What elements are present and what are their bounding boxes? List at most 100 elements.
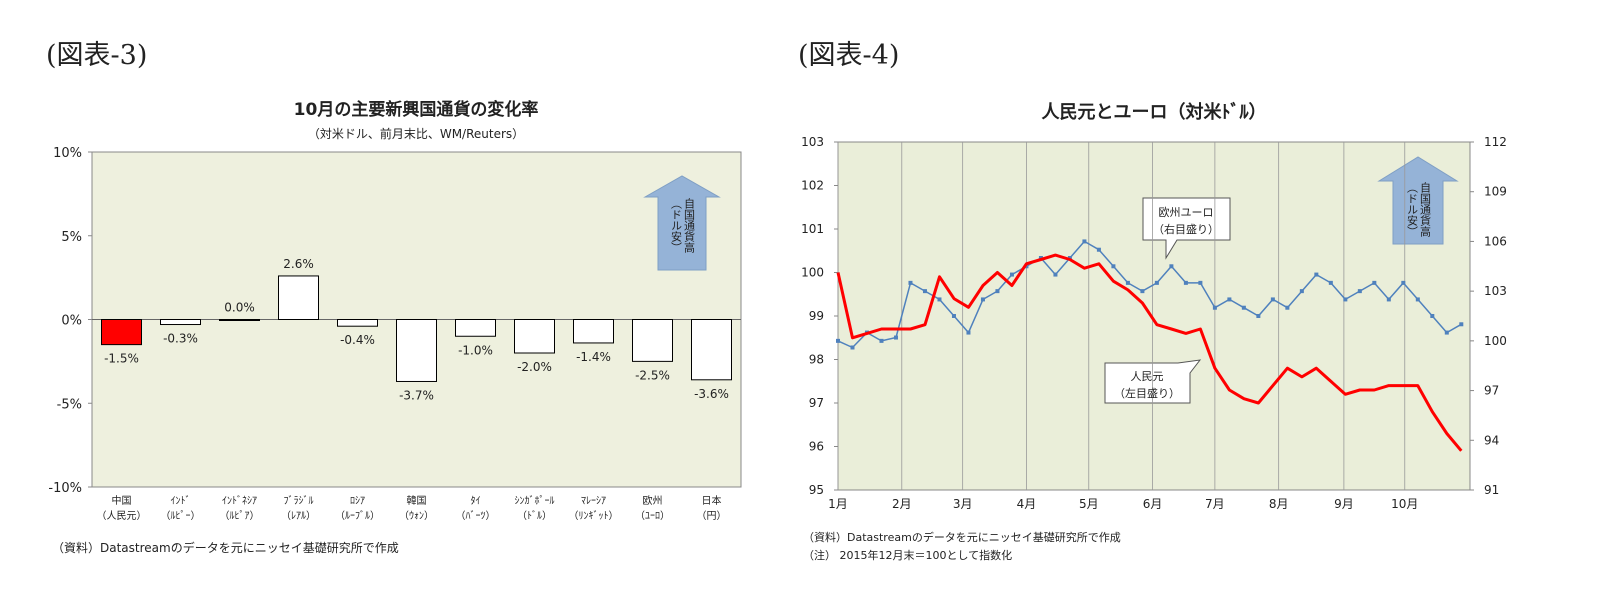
x-tick-label: （ﾙﾋﾟｱ） [220, 510, 260, 522]
y-tick-label: -5% [57, 397, 82, 412]
marker [1183, 280, 1188, 285]
value-label: -3.7% [399, 388, 434, 402]
x-tick-label: ｼﾝｶﾞﾎﾟｰﾙ [515, 495, 555, 507]
x-tick-label: 韓国 [407, 495, 427, 507]
x-tick-label: 6月 [1143, 497, 1163, 511]
y-tick-label: 96 [809, 440, 824, 454]
y-tick-label: 101 [801, 222, 824, 236]
marker [1299, 289, 1304, 294]
marker [1154, 280, 1159, 285]
marker [1169, 264, 1174, 269]
marker [922, 289, 927, 294]
marker [1140, 289, 1145, 294]
value-label: 0.0% [224, 301, 255, 315]
bar [278, 275, 319, 321]
value-label: -0.4% [340, 333, 375, 347]
marker [1343, 297, 1348, 302]
figure-label: (図表-3) [46, 40, 147, 71]
marker [951, 314, 956, 318]
marker [1314, 272, 1319, 277]
chart-title: 人民元とユーロ（対米ﾄﾞﾙ） [1042, 101, 1267, 123]
marker [1459, 322, 1464, 327]
x-tick-label: （ﾊﾞｰﾂ） [456, 510, 496, 522]
annotation: （ドル安） [1406, 182, 1419, 237]
y2-tick-label: 103 [1484, 284, 1507, 298]
y-tick-label: 97 [809, 396, 824, 410]
bar [573, 319, 614, 344]
y-tick-label: -10% [48, 481, 82, 496]
x-tick-label: 欧州 [643, 495, 663, 507]
chart-title: 10月の主要新興国通貨の変化率 [294, 99, 539, 120]
annotation: （ドル安） [670, 198, 683, 253]
x-tick-label: ｲﾝﾄﾞ [171, 495, 191, 507]
marker [1212, 305, 1217, 310]
y-tick-label: 98 [809, 353, 824, 367]
y2-tick-label: 100 [1484, 334, 1507, 348]
marker [980, 297, 985, 302]
marker [1285, 305, 1290, 310]
y-tick-label: 103 [801, 135, 824, 149]
x-tick-label: 日本 [702, 494, 722, 507]
marker [995, 289, 1000, 294]
x-tick-label: （ﾄﾞﾙ） [517, 510, 552, 522]
marker [836, 338, 840, 343]
x-tick-label: 7月 [1205, 497, 1225, 511]
legend-label: 人民元 [1131, 370, 1164, 383]
line [836, 253, 1463, 452]
marker [1270, 297, 1275, 302]
x-tick-label: 1月 [828, 497, 848, 511]
marker [1401, 280, 1406, 285]
bar [160, 319, 201, 326]
x-tick-label: ｲﾝﾄﾞﾈｼｱ [222, 495, 257, 507]
x-tick-label: 9月 [1334, 497, 1354, 511]
note: （資料）Datastreamのデータを元にニッセイ基礎研究所で作成 [52, 540, 399, 555]
x-tick-label: （ｳｫﾝ） [399, 510, 434, 522]
y2-tick-label: 94 [1484, 433, 1499, 447]
marker [1227, 297, 1232, 302]
bar [219, 319, 260, 321]
chart-subtitle: （対米ドル、前月末比、WM/Reuters） [308, 126, 524, 141]
x-tick-label: 4月 [1017, 497, 1037, 511]
legend-label: （左目盛り） [1114, 386, 1180, 400]
marker [1415, 297, 1420, 302]
value-label: 2.6% [283, 257, 314, 271]
y2-tick-label: 97 [1484, 384, 1499, 398]
value-label: -2.5% [635, 368, 670, 382]
marker [1096, 247, 1101, 252]
marker [1241, 305, 1246, 310]
marker [1125, 280, 1130, 285]
value-label: -2.0% [517, 360, 552, 374]
y-tick-label: 102 [801, 179, 824, 193]
y2-tick-label: 91 [1484, 483, 1499, 497]
y-tick-label: 0% [61, 314, 82, 329]
annotation: 自国通貨高 [1419, 182, 1432, 238]
bar [455, 319, 496, 337]
marker [1328, 280, 1333, 285]
note: （資料）Datastreamのデータを元にニッセイ基礎研究所で作成 [803, 530, 1121, 544]
marker [966, 330, 971, 335]
marker [879, 338, 884, 343]
marker [1444, 330, 1449, 335]
x-tick-label: （人民元） [97, 510, 147, 522]
x-tick-label: （ﾚｱﾙ） [281, 510, 316, 522]
marker [1256, 314, 1261, 318]
plot-area [837, 141, 1471, 491]
y2-tick-label: 112 [1484, 135, 1507, 149]
marker [1111, 264, 1116, 269]
marker [1053, 272, 1058, 277]
marker [1357, 289, 1362, 294]
marker [937, 297, 942, 302]
callout-box [1142, 197, 1231, 260]
x-tick-label: ﾀｲ [471, 495, 481, 507]
marker [893, 335, 898, 340]
bar [691, 319, 732, 381]
y2-tick-label: 109 [1484, 185, 1507, 199]
x-tick-label: （円） [697, 510, 727, 522]
x-tick-label: ﾌﾞﾗｼﾞﾙ [284, 495, 314, 507]
y-tick-label: 95 [809, 483, 824, 497]
x-tick-label: （ﾕｰﾛ） [635, 510, 670, 522]
bar [101, 319, 142, 346]
marker [908, 280, 913, 285]
marker [1430, 314, 1435, 318]
